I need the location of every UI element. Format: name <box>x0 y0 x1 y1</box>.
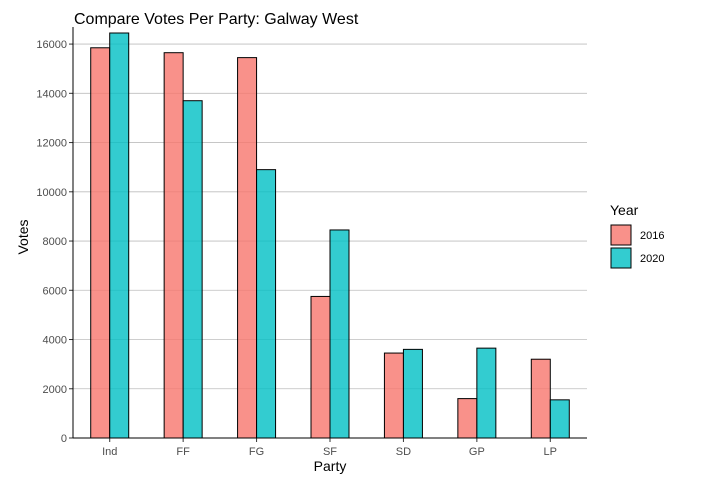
x-tick-label: LP <box>544 446 557 458</box>
y-tick-label: 2000 <box>43 384 67 396</box>
x-tick-label: GP <box>469 446 485 458</box>
x-axis: Ind FF FG SF SD GP LP <box>73 437 587 458</box>
x-tick-label: Ind <box>102 446 117 458</box>
bar-2020-SF <box>329 229 350 439</box>
bar-2016-SF <box>310 295 331 439</box>
x-tick-label: FG <box>249 446 264 458</box>
legend-label-2020: 2020 <box>640 253 664 265</box>
y-tick-label: 4000 <box>43 335 67 347</box>
y-axis: 0 2000 4000 6000 8000 10000 12000 14000 16000 <box>36 27 74 445</box>
y-tick-label: 8000 <box>43 236 67 248</box>
bar-2016-Ind <box>90 47 111 439</box>
x-axis-title: Party <box>314 458 347 474</box>
y-tick-label: 10000 <box>36 187 67 199</box>
bars <box>90 32 570 439</box>
bar-2020-GP <box>476 347 497 439</box>
y-tick-label: 6000 <box>43 285 67 297</box>
y-tick-label: 16000 <box>36 39 67 51</box>
bar-2016-FG <box>237 57 258 439</box>
bar-2020-FF <box>182 100 203 439</box>
bar-2020-Ind <box>109 32 130 439</box>
bar-2016-FF <box>163 52 184 439</box>
x-tick-label: FF <box>176 446 190 458</box>
legend-title: Year <box>610 202 639 218</box>
legend-swatch-2016 <box>610 224 632 246</box>
legend-label-2016: 2016 <box>640 230 664 242</box>
x-tick-label: SF <box>323 446 337 458</box>
bar-2020-FG <box>256 169 277 439</box>
bar-2020-SD <box>402 348 423 439</box>
bar-2016-GP <box>457 398 478 439</box>
y-tick-label: 12000 <box>36 138 67 150</box>
y-tick-label: 14000 <box>36 88 67 100</box>
y-axis-title: Votes <box>15 219 31 254</box>
bar-2016-LP <box>530 358 551 439</box>
legend-swatch-2020 <box>610 247 632 269</box>
bar-2020-LP <box>549 399 570 439</box>
x-tick-label: SD <box>396 446 411 458</box>
bar-2016-SD <box>383 352 404 439</box>
chart-title: Compare Votes Per Party: Galway West <box>74 11 359 28</box>
y-tick-label: 0 <box>61 433 67 445</box>
legend: Year 2016 2020 <box>610 202 664 269</box>
